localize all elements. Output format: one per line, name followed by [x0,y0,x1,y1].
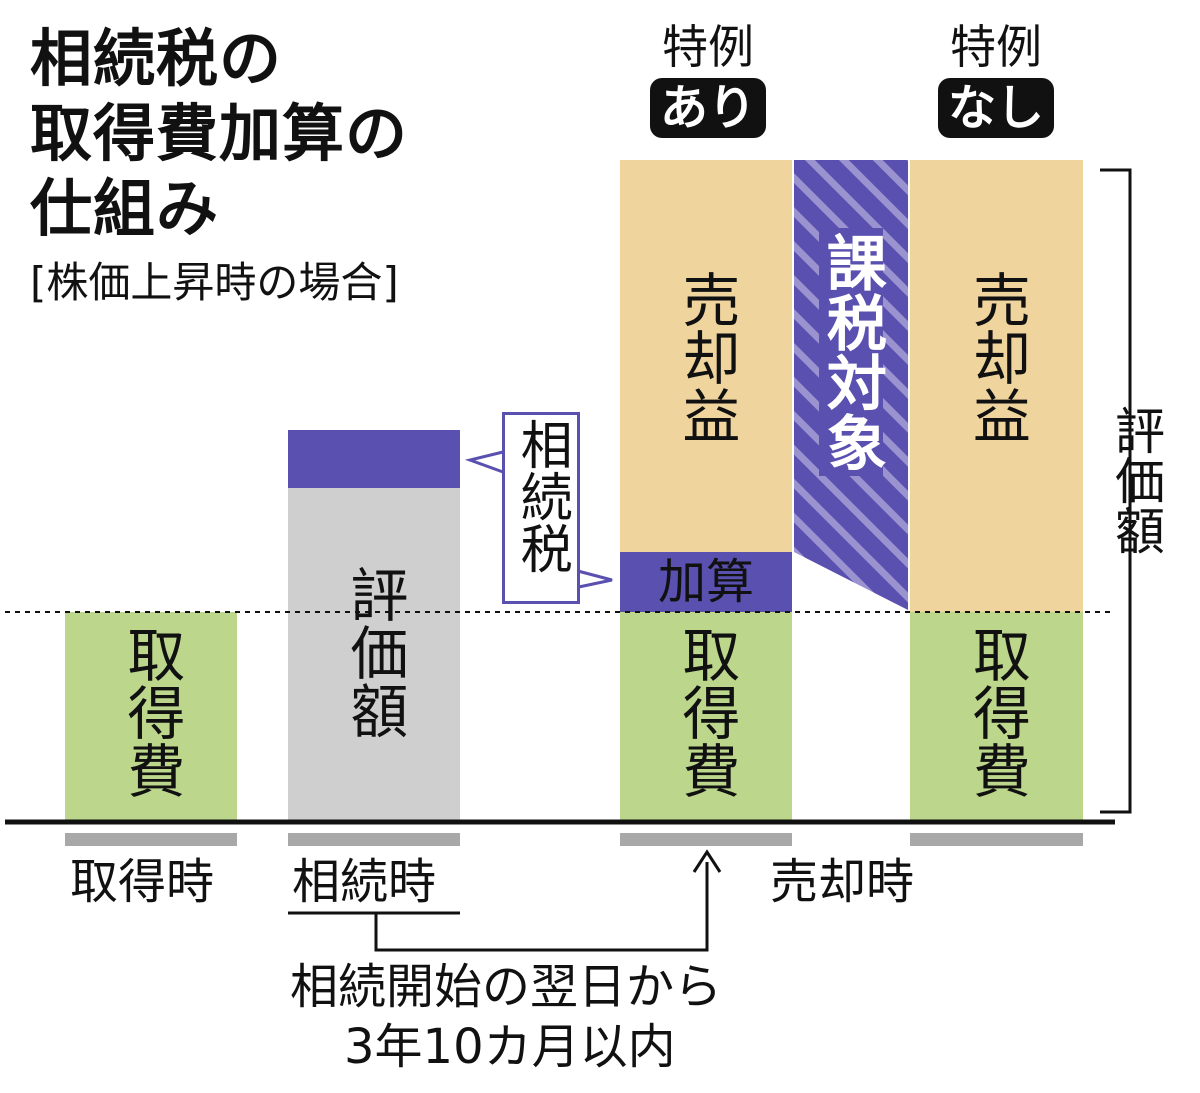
acquisition-cost-text-1: 取得費 [117,625,186,799]
badge-without-exception-label: なし [938,78,1055,138]
sale-gain-box-without [910,160,1083,612]
timeline-inheritance-label: 相続時 [292,854,437,910]
appraised-value-label: 評価額 [288,565,460,739]
title-line-1: 相続税の [30,22,283,95]
badge-without-exception-top: 特例 [950,20,1042,74]
bracket-label: 評価額 [1106,405,1166,555]
timeline-bar-sale-without [910,833,1083,846]
acquisition-cost-label-1: 取得費 [65,625,237,799]
badge-with-exception-label: あり [650,78,767,138]
acquisition-cost-label-3: 取得費 [620,625,792,799]
sale-gain-label-without: 売却益 [910,270,1083,444]
period-arrow-head [692,849,722,873]
inheritance-tax-callout [502,412,580,604]
bracket-text: 評価額 [1107,405,1165,555]
appraised-value-bracket [1100,168,1132,814]
addition-box [620,552,792,612]
timeline-acquisition-label: 取得時 [70,854,215,910]
period-connector [374,862,709,952]
sale-gain-text-without: 売却益 [962,270,1031,444]
subtitle: [株価上昇時の場合] [30,258,399,307]
acquisition-cost-text-3: 取得費 [672,625,741,799]
acquisition-cost-text-4: 取得費 [962,625,1031,799]
addition-label: 加算 [657,554,754,610]
sale-gain-text-with: 売却益 [672,270,741,444]
title-line-3: 仕組み [30,172,220,245]
callout-pointer-addition [573,568,613,590]
appraised-value-text: 評価額 [340,565,409,739]
badge-without-exception: 特例 なし [938,20,1055,138]
timeline-bar-inheritance [288,833,460,846]
appraised-value-box [288,488,460,820]
taxable-label: 課税対象 [794,228,908,476]
taxable-text: 課税対象 [816,228,886,476]
timeline-bar-acquisition [65,833,237,846]
acquisition-cost-box-3 [620,612,792,820]
sale-gain-label-with: 売却益 [620,270,792,444]
period-note-line-2: 3年10カ月以内 [344,1019,676,1075]
acquisition-cost-label-4: 取得費 [910,625,1083,799]
badge-with-exception-top: 特例 [662,20,754,74]
sale-gain-box-with [620,160,792,552]
inheritance-tax-box [288,430,460,488]
acquisition-cost-box-4 [910,612,1083,820]
inheritance-tax-callout-label: 相続税 [502,418,580,574]
timeline-bar-sale-with [620,833,792,846]
inheritance-tax-callout-text: 相続税 [511,418,572,574]
timeline-sale-label: 売却時 [770,854,915,910]
period-note-line-1: 相続開始の翌日から [290,959,723,1015]
callout-pointer-tax [464,450,504,474]
acquisition-cost-box-1 [65,612,237,820]
badge-with-exception: 特例 あり [650,20,767,138]
title-line-2: 取得費加算の [30,97,409,170]
